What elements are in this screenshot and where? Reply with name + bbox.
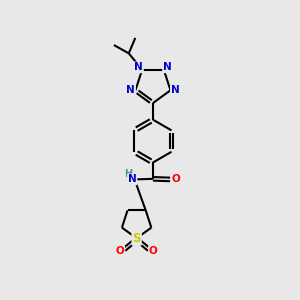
Text: N: N xyxy=(163,62,172,72)
Text: N: N xyxy=(128,174,136,184)
Text: O: O xyxy=(149,246,158,256)
Text: N: N xyxy=(134,62,143,72)
Text: O: O xyxy=(171,174,180,184)
Text: S: S xyxy=(132,232,141,245)
Text: O: O xyxy=(116,246,124,256)
Text: H: H xyxy=(124,169,132,179)
Text: N: N xyxy=(126,85,135,95)
Text: N: N xyxy=(171,85,180,95)
